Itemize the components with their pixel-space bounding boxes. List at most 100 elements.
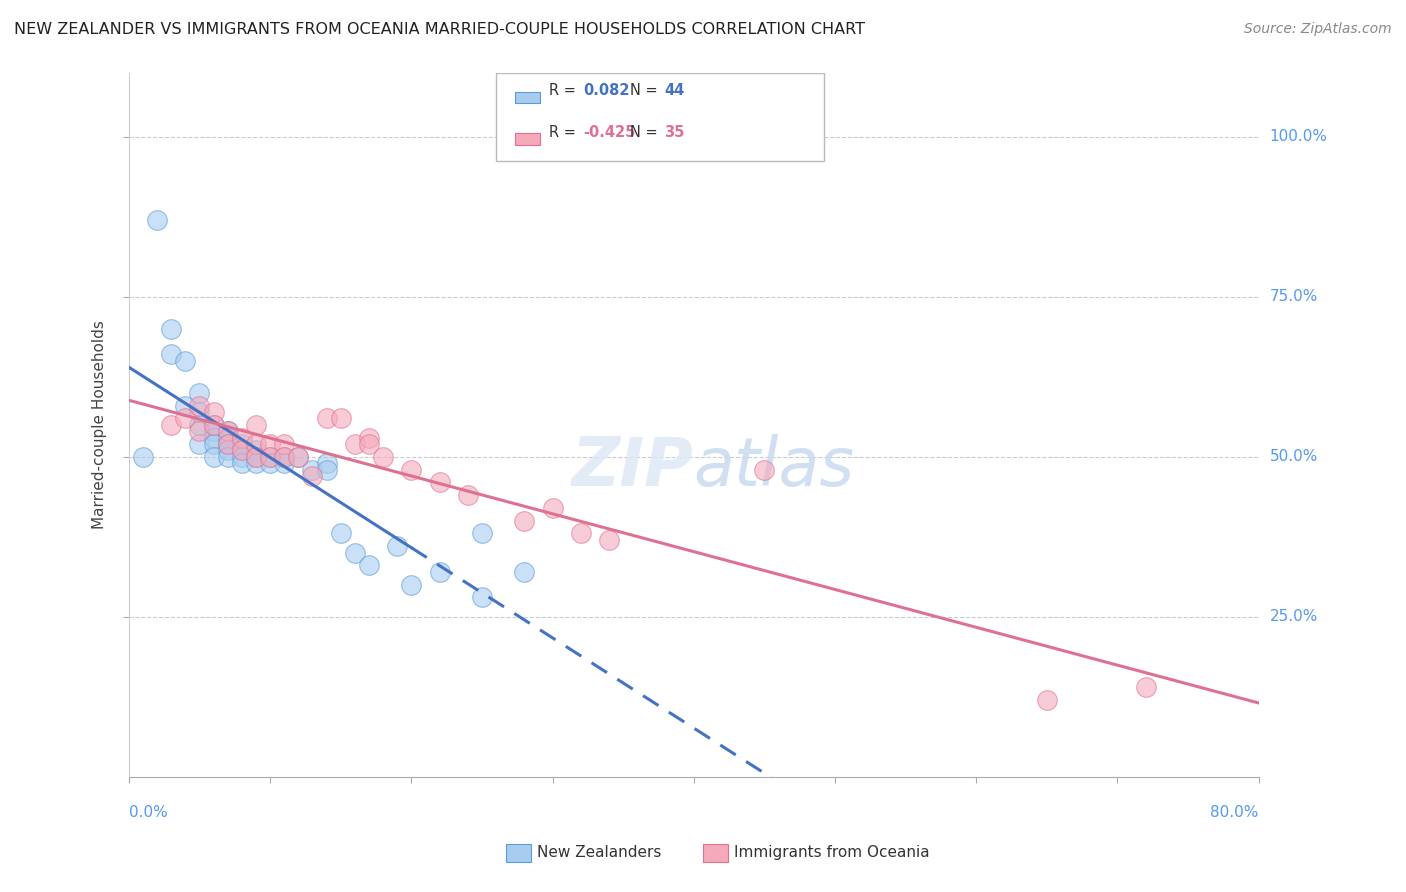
Point: [343, 437, 366, 451]
Point: [231, 431, 253, 445]
Point: [315, 462, 337, 476]
Point: [371, 450, 394, 464]
Point: [217, 437, 239, 451]
Text: R =: R =: [550, 125, 581, 139]
Text: NEW ZEALANDER VS IMMIGRANTS FROM OCEANIA MARRIED-COUPLE HOUSEHOLDS CORRELATION C: NEW ZEALANDER VS IMMIGRANTS FROM OCEANIA…: [14, 22, 865, 37]
Point: [357, 558, 380, 573]
Point: [315, 456, 337, 470]
Point: [429, 565, 451, 579]
Point: [188, 424, 211, 438]
Point: [217, 424, 239, 438]
Text: N =: N =: [630, 83, 662, 98]
Point: [202, 424, 225, 438]
Point: [569, 526, 592, 541]
Point: [245, 450, 267, 464]
Point: [188, 417, 211, 432]
Point: [231, 443, 253, 458]
Point: [429, 475, 451, 490]
Point: [231, 437, 253, 451]
Text: ZIP: ZIP: [572, 434, 693, 500]
Text: -0.425: -0.425: [583, 125, 636, 139]
Point: [513, 514, 536, 528]
Point: [471, 526, 494, 541]
Point: [1135, 680, 1157, 694]
FancyBboxPatch shape: [515, 92, 540, 103]
FancyBboxPatch shape: [515, 133, 540, 145]
Point: [287, 450, 309, 464]
Point: [146, 213, 169, 227]
Point: [598, 533, 620, 547]
Point: [202, 431, 225, 445]
Y-axis label: Married-couple Households: Married-couple Households: [93, 320, 107, 529]
Point: [259, 456, 281, 470]
Point: [513, 565, 536, 579]
Point: [202, 417, 225, 432]
Point: [231, 456, 253, 470]
Point: [273, 450, 295, 464]
Point: [202, 405, 225, 419]
Point: [202, 450, 225, 464]
FancyBboxPatch shape: [496, 73, 824, 161]
Point: [217, 424, 239, 438]
Text: 0.082: 0.082: [583, 83, 630, 98]
Point: [471, 591, 494, 605]
Point: [343, 546, 366, 560]
Point: [174, 353, 197, 368]
Point: [132, 450, 155, 464]
Point: [160, 347, 183, 361]
Point: [273, 456, 295, 470]
Point: [188, 405, 211, 419]
Point: [231, 450, 253, 464]
Point: [217, 437, 239, 451]
Point: [401, 577, 423, 591]
Text: New Zealanders: New Zealanders: [537, 846, 661, 860]
Point: [245, 437, 267, 451]
Point: [541, 500, 564, 515]
Text: R =: R =: [550, 83, 581, 98]
Point: [188, 385, 211, 400]
Point: [315, 411, 337, 425]
Text: N =: N =: [630, 125, 662, 139]
Point: [287, 450, 309, 464]
Point: [259, 437, 281, 451]
Point: [231, 443, 253, 458]
Text: Immigrants from Oceania: Immigrants from Oceania: [734, 846, 929, 860]
Point: [457, 488, 479, 502]
Point: [217, 450, 239, 464]
Point: [273, 437, 295, 451]
Point: [160, 417, 183, 432]
Point: [301, 462, 323, 476]
Point: [188, 399, 211, 413]
Point: [202, 437, 225, 451]
Point: [188, 437, 211, 451]
Point: [329, 411, 352, 425]
Text: atlas: atlas: [693, 434, 855, 500]
Point: [245, 443, 267, 458]
Point: [357, 437, 380, 451]
Point: [174, 411, 197, 425]
Point: [259, 450, 281, 464]
Point: [245, 417, 267, 432]
Point: [160, 322, 183, 336]
Point: [259, 450, 281, 464]
Point: [329, 526, 352, 541]
Text: Source: ZipAtlas.com: Source: ZipAtlas.com: [1244, 22, 1392, 37]
Text: 25.0%: 25.0%: [1270, 609, 1317, 624]
Point: [357, 431, 380, 445]
Point: [1036, 693, 1059, 707]
Text: 44: 44: [665, 83, 685, 98]
Text: 35: 35: [665, 125, 685, 139]
Point: [202, 417, 225, 432]
Point: [301, 469, 323, 483]
Point: [245, 456, 267, 470]
Text: 0.0%: 0.0%: [129, 805, 167, 820]
Point: [245, 450, 267, 464]
Point: [385, 539, 408, 553]
Point: [273, 450, 295, 464]
Point: [754, 462, 776, 476]
Point: [217, 431, 239, 445]
Point: [174, 399, 197, 413]
Text: 100.0%: 100.0%: [1270, 129, 1327, 145]
Text: 75.0%: 75.0%: [1270, 289, 1317, 304]
Point: [401, 462, 423, 476]
